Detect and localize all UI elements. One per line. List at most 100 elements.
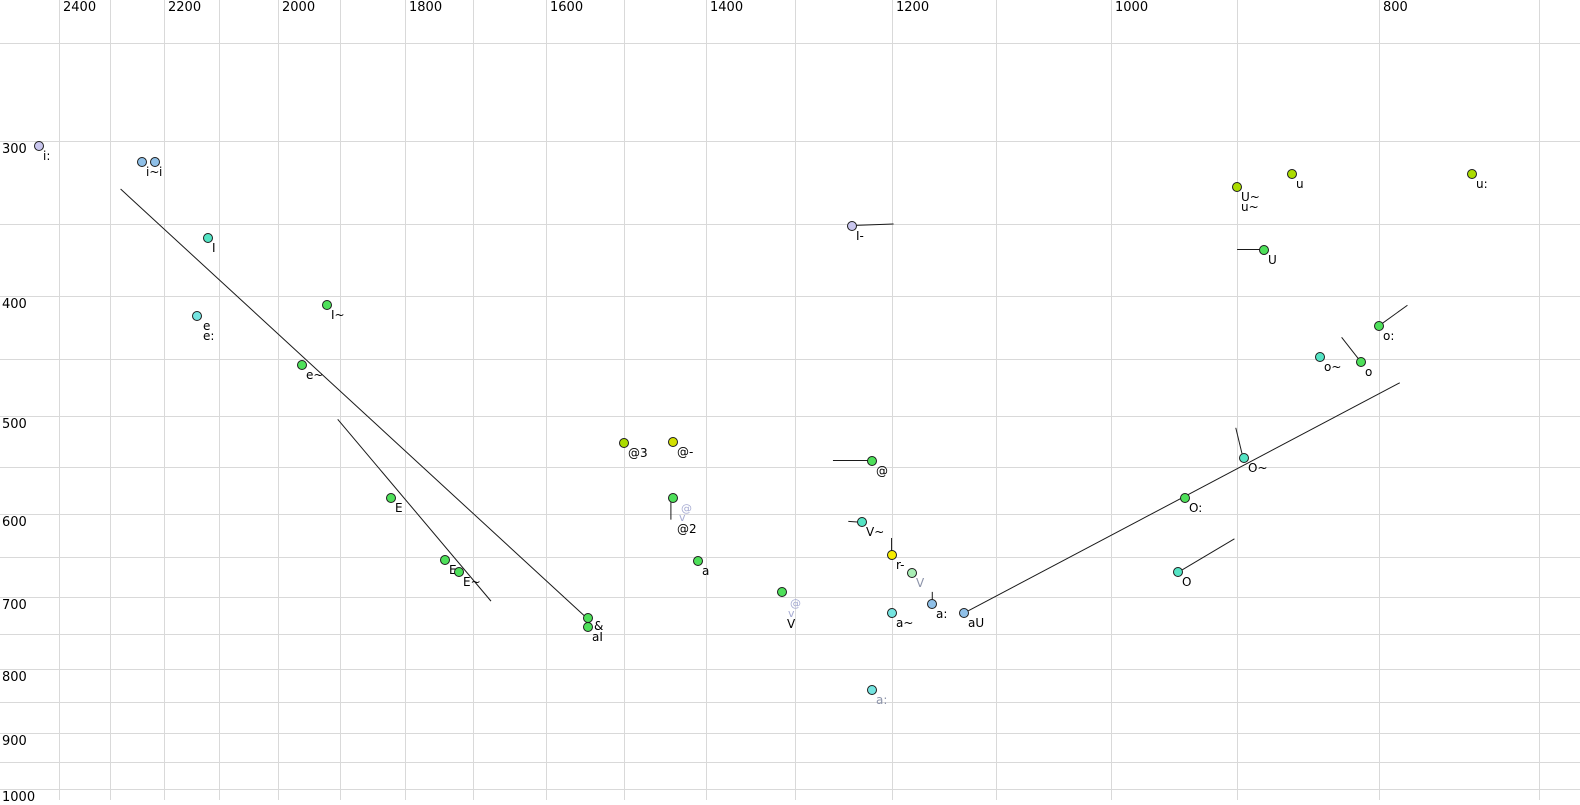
vowel-label: E: [395, 501, 403, 515]
vowel-label: I~: [331, 308, 345, 322]
y-axis-tick-label: 1000: [2, 790, 36, 805]
vowel-point: [1467, 169, 1477, 179]
vowel-point: [583, 622, 593, 632]
vowel-label: e: [203, 319, 211, 333]
x-axis-tick-label: 2400: [63, 0, 97, 15]
vowel-label: o: [1365, 365, 1373, 379]
vowel-point: [867, 456, 877, 466]
vowel-point: [137, 157, 147, 167]
vowel-label: u:: [1476, 177, 1488, 191]
vowel-point: [887, 608, 897, 618]
y-axis-tick-label: 400: [2, 297, 27, 312]
vowel-point: [454, 567, 464, 577]
vowel-label: o:: [1383, 329, 1395, 343]
vowel-label: @: [876, 464, 888, 478]
x-axis-tick-label: 1600: [550, 0, 584, 15]
vowel-label: V~: [866, 525, 885, 539]
trajectory-line: [120, 188, 590, 621]
vowel-label: O:: [1189, 501, 1203, 515]
vowel-label: a: [702, 564, 710, 578]
vowel-label: I: [212, 241, 216, 255]
vowel-point: [847, 221, 857, 231]
vowel-point: [1287, 169, 1297, 179]
vowel-point: [1315, 352, 1325, 362]
vowel-point: [150, 157, 160, 167]
x-axis-tick-label: 1200: [896, 0, 930, 15]
vowel-label: aU: [968, 616, 985, 630]
vowel-point: [297, 360, 307, 370]
vowel-point: [619, 438, 629, 448]
vowel-point: [1173, 567, 1183, 577]
vowel-point: [1180, 493, 1190, 503]
x-axis-tick-label: 2000: [282, 0, 316, 15]
annotation-label: @: [790, 597, 801, 610]
vowel-label: a~: [896, 616, 914, 630]
vowel-point: [927, 599, 937, 609]
annotation-label: v: [788, 607, 795, 620]
vowel-point: [203, 233, 213, 243]
vowel-label-secondary: e:: [203, 329, 215, 343]
vowel-point: [887, 550, 897, 560]
y-axis-tick-label: 600: [2, 515, 27, 530]
vowel-point: [1356, 357, 1366, 367]
vowel-point: [34, 141, 44, 151]
vowel-label: E~: [463, 575, 481, 589]
vowel-label-secondary: u~: [1241, 200, 1259, 214]
vowel-point: [1374, 321, 1384, 331]
vowel-label: O~: [1248, 461, 1268, 475]
vowel-label: i: [159, 165, 163, 179]
vowel-label: r-: [896, 558, 905, 572]
x-axis-tick-label: 2200: [168, 0, 202, 15]
trajectory-line: [852, 223, 894, 227]
annotation-label: @: [681, 502, 692, 515]
x-axis-tick-label: 1800: [409, 0, 443, 15]
y-axis-tick-label: 900: [2, 734, 27, 749]
x-axis-tick-label: 1000: [1115, 0, 1149, 15]
vowel-label: U: [1268, 253, 1277, 267]
trajectory-line: [1178, 538, 1235, 573]
y-axis-tick-label: 500: [2, 417, 27, 432]
y-axis-tick-label: 800: [2, 670, 27, 685]
vowel-label: &: [594, 619, 604, 633]
vowel-point: [668, 437, 678, 447]
y-axis-tick-label: 700: [2, 598, 27, 613]
vowel-point: [1259, 245, 1269, 255]
vowel-point: [959, 608, 969, 618]
annotation-label: v: [679, 511, 686, 524]
x-axis-tick-label: 1400: [710, 0, 744, 15]
vowel-label: i:: [43, 149, 51, 163]
vowel-point: [1239, 453, 1249, 463]
vowel-label: @-: [677, 445, 694, 459]
x-axis-tick-label: 800: [1383, 0, 1408, 15]
vowel-label: e~: [306, 368, 324, 382]
vowel-label: u: [1296, 177, 1304, 191]
vowel-point: [857, 517, 867, 527]
vowel-point: [192, 311, 202, 321]
vowel-point: [867, 685, 877, 695]
vowel-label: @2: [677, 522, 697, 536]
vowel-point: [668, 493, 678, 503]
trajectory-line: [1378, 304, 1408, 327]
vowel-label: o~: [1324, 360, 1342, 374]
vowel-label: I-: [856, 229, 864, 243]
vowel-label: aI: [592, 630, 603, 644]
vowel-point: [693, 556, 703, 566]
vowel-label: U~: [1241, 190, 1260, 204]
vowel-point: [777, 587, 787, 597]
vowel-label: V: [787, 617, 796, 631]
vowel-label: O: [1182, 575, 1192, 589]
trajectory-line: [1235, 427, 1243, 456]
vowel-point: [907, 568, 917, 578]
vowel-label: i~: [146, 165, 160, 179]
vowel-label: @3: [628, 446, 648, 460]
vowel-point: [386, 493, 396, 503]
vowel-point: [1232, 182, 1242, 192]
vowel-point: [440, 555, 450, 565]
trajectory-line: [337, 418, 492, 602]
y-axis-tick-label: 300: [2, 142, 27, 157]
vowel-label: a:: [936, 607, 948, 621]
vowel-point: [322, 300, 332, 310]
vowel-label: a:: [876, 693, 888, 707]
